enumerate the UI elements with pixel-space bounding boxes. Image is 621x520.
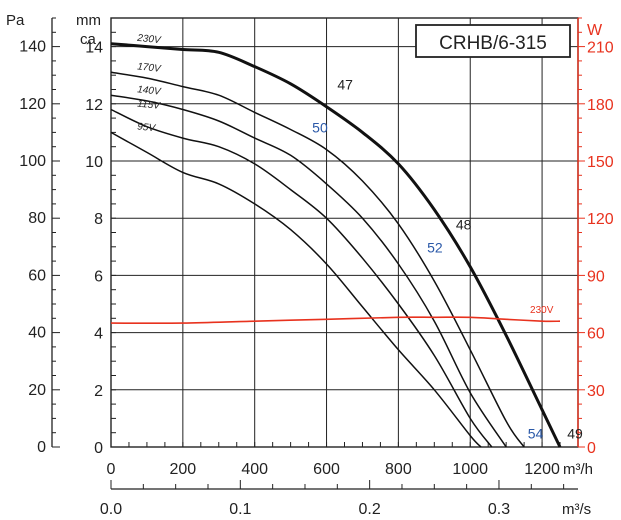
curve-label-1: 170V	[137, 61, 163, 75]
power-curve-230V	[110, 316, 561, 325]
x-tick-label-0: 0	[107, 461, 116, 478]
x-tick-label-5: 1000	[452, 461, 488, 478]
w-tick-label-4: 120	[587, 211, 614, 228]
mmca-tick-label-3: 6	[94, 268, 103, 285]
pa-tick-label-3: 60	[28, 267, 46, 284]
noise-annotation-1: 50	[312, 119, 328, 135]
pressure-curve-140V	[110, 94, 507, 448]
mmca-unit-label-1: mm	[76, 12, 101, 29]
mmca-tick-label-5: 10	[85, 154, 103, 171]
power-curve-label: 230V	[530, 305, 554, 316]
m3s-tick-label-3: 0.3	[488, 501, 510, 518]
w-tick-label-3: 90	[587, 268, 605, 285]
mmca-tick-label-1: 2	[94, 383, 103, 400]
pa-tick-label-0: 0	[37, 439, 46, 456]
w-tick-label-2: 60	[587, 326, 605, 343]
pa-tick-label-7: 140	[19, 39, 46, 56]
model-name: CRHB/6-315	[439, 33, 547, 54]
noise-annotation-0: 47	[337, 77, 353, 93]
pressure-curve-115V	[110, 108, 493, 448]
pa-tick-label-1: 20	[28, 382, 46, 399]
m3s-tick-label-2: 0.2	[359, 501, 381, 518]
m3s-tick-label-1: 0.1	[229, 501, 251, 518]
mmca-tick-label-4: 8	[94, 211, 103, 228]
mmca-tick-label-7: 14	[85, 40, 103, 57]
pa-unit-label: Pa	[6, 12, 25, 29]
curve-label-2: 140V	[137, 84, 163, 98]
pa-tick-label-6: 120	[19, 96, 46, 113]
pa-tick-label-5: 100	[19, 153, 46, 170]
curve-label-3: 115V	[137, 99, 162, 112]
w-unit-label: W	[587, 22, 603, 39]
pressure-curve-170V	[110, 71, 525, 448]
x-tick-label-6: 1200	[524, 461, 560, 478]
curve-label-0: 230V	[136, 33, 163, 47]
w-tick-label-7: 210	[587, 40, 614, 57]
noise-annotation-4: 54	[528, 425, 544, 441]
pressure-curve-230V	[110, 42, 562, 448]
mmca-tick-label-6: 12	[85, 97, 103, 114]
x-tick-label-4: 800	[385, 461, 412, 478]
w-tick-label-1: 30	[587, 383, 605, 400]
x-tick-label-3: 600	[313, 461, 340, 478]
pa-tick-label-4: 80	[28, 210, 46, 227]
pa-tick-label-2: 40	[28, 325, 46, 342]
noise-annotation-5: 49	[567, 425, 583, 441]
curve-label-4: 95V	[137, 121, 157, 134]
m3s-tick-label-0: 0.0	[100, 501, 122, 518]
x-unit-label: m³/h	[563, 461, 593, 478]
mmca-tick-label-0: 0	[94, 440, 103, 457]
model-name-box	[415, 24, 571, 58]
m3s-unit-label: m³/s	[562, 501, 591, 518]
noise-annotation-3: 52	[427, 240, 443, 256]
x-tick-label-1: 200	[169, 461, 196, 478]
w-tick-label-5: 150	[587, 154, 614, 171]
mmca-unit-label-2: ca	[80, 31, 97, 48]
w-tick-label-0: 0	[587, 440, 596, 457]
w-tick-label-6: 180	[587, 97, 614, 114]
x-tick-label-2: 400	[241, 461, 268, 478]
mmca-tick-label-2: 4	[94, 326, 103, 343]
noise-annotation-2: 48	[456, 217, 472, 233]
pressure-curve-95V	[110, 131, 482, 448]
